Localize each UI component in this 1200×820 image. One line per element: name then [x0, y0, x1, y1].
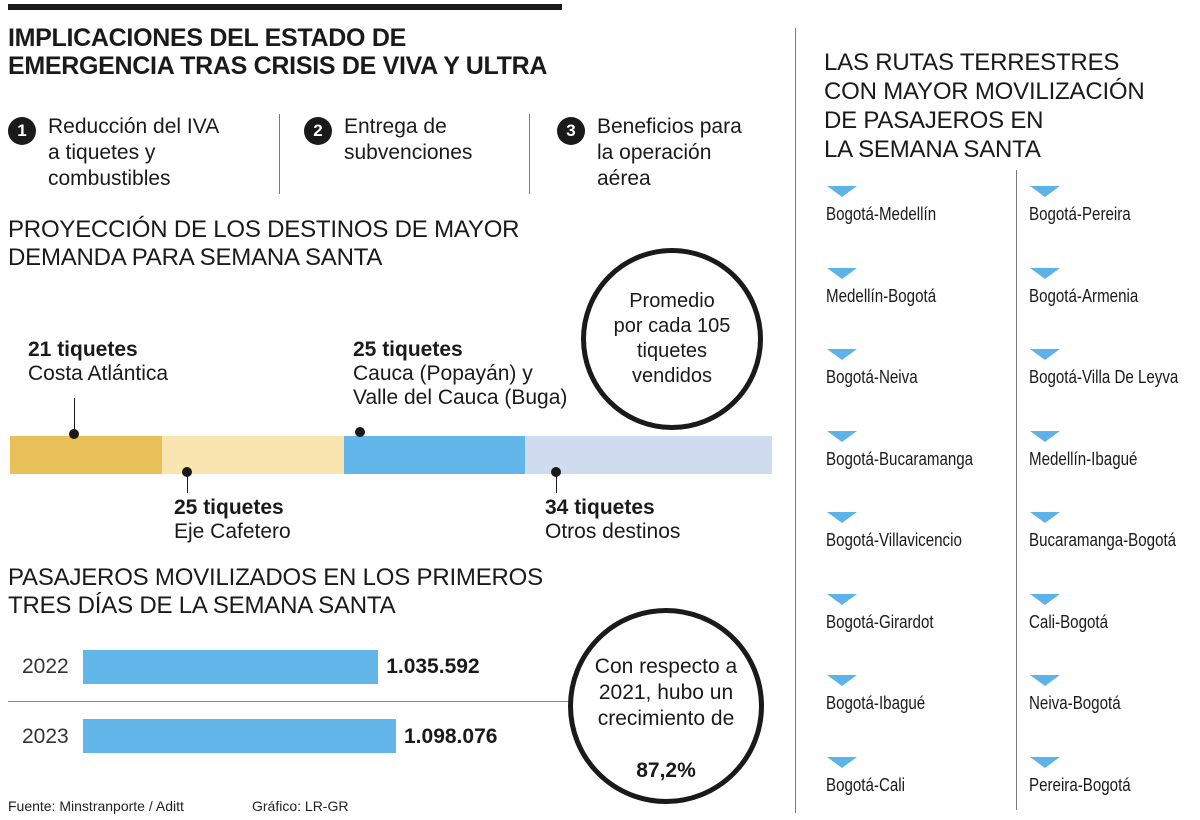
segment-name: Otros destinos: [545, 520, 681, 543]
column-divider: [795, 28, 796, 813]
route-marker-icon: [827, 186, 857, 197]
route-marker-icon: [827, 267, 857, 279]
route-item: Bogotá-Armenia: [1029, 285, 1139, 306]
bar-segment-4: [525, 436, 772, 474]
route-item: Bogotá-Bucaramanga: [826, 448, 974, 469]
value-2023: 1.098.076: [404, 725, 498, 748]
growth-note: Con respecto a 2021, hubo un crecimiento…: [595, 628, 737, 784]
value-2022: 1.035.592: [386, 655, 480, 678]
growth-value: 87,2%: [636, 759, 696, 782]
number-badge: 2: [304, 117, 332, 145]
segment-name: Costa Atlántica: [28, 362, 169, 385]
implication-text: Entrega de subvenciones: [344, 115, 473, 164]
route-item: Medellín-Ibagué: [1029, 448, 1138, 469]
route-item: Bogotá-Medellín: [826, 204, 937, 224]
implication-item-2: 2 Entrega de subvenciones: [304, 114, 524, 194]
growth-note-text: Con respecto a 2021, hubo un crecimiento…: [594, 655, 738, 730]
route-item: Bucaramanga-Bogotá: [1029, 530, 1177, 550]
segment-label-cauca: 25 tiquetes Cauca (Popayán) y Valle del …: [353, 338, 567, 410]
year-label-2023: 2023: [22, 725, 69, 748]
source-note: Fuente: Minstranporte / Aditt: [8, 798, 184, 814]
route-marker-icon: [1030, 186, 1060, 197]
route-item: Bogotá-Pereira: [1029, 204, 1131, 224]
route-item: Bogotá-Neiva: [826, 367, 918, 387]
bar-segment-3: [343, 436, 526, 474]
segment-value: 21 tiquetes: [28, 338, 138, 361]
credit-note: Gráfico: LR-GR: [252, 798, 349, 814]
segment-value: 25 tiquetes: [353, 338, 463, 361]
route-marker-icon: [827, 593, 857, 605]
route-marker-icon: [1030, 675, 1060, 686]
route-item: Pereira-Bogotá: [1029, 774, 1131, 795]
leader-dot: [551, 467, 561, 477]
implication-item-1: 1 Reducción del IVA a tiquetes y combust…: [8, 114, 268, 194]
destinations-title: PROYECCIÓN DE LOS DESTINOS DE MAYOR DEMA…: [8, 216, 520, 271]
route-item: Bogotá-Cali: [826, 774, 906, 795]
route-item: Bogotá-Girardot: [826, 611, 934, 632]
segment-label-costa: 21 tiquetes Costa Atlántica: [28, 338, 168, 386]
divider: [279, 114, 280, 194]
divider: [8, 701, 578, 702]
route-marker-icon: [827, 675, 857, 686]
average-note-circle: Promedio por cada 105 tiquetes vendidos: [581, 248, 763, 430]
segment-value: 34 tiquetes: [545, 496, 655, 519]
implication-item-3: 3 Beneficios para la operación aérea: [557, 114, 797, 194]
route-item: Medellín-Bogotá: [826, 285, 937, 306]
year-label-2022: 2022: [22, 655, 69, 678]
divider: [529, 114, 530, 194]
leader-line: [556, 473, 557, 493]
segment-label-eje: 25 tiquetes Eje Cafetero: [174, 496, 291, 544]
segment-name: Cauca (Popayán) y Valle del Cauca (Buga): [353, 362, 568, 409]
route-item: Bogotá-Villavicencio: [826, 530, 962, 550]
route-marker-icon: [827, 349, 857, 360]
route-marker-icon: [1030, 512, 1060, 523]
route-marker-icon: [1030, 267, 1060, 279]
bar-segment-2: [162, 436, 344, 474]
route-marker-icon: [1030, 349, 1060, 360]
route-item: Neiva-Bogotá: [1029, 693, 1121, 713]
leader-line: [74, 398, 75, 434]
route-marker-icon: [1030, 593, 1060, 605]
implication-text: Reducción del IVA a tiquetes y combustib…: [48, 115, 220, 190]
leader-dot: [182, 467, 192, 477]
main-title: IMPLICACIONES DEL ESTADO DE EMERGENCIA T…: [8, 24, 548, 80]
routes-divider: [1016, 170, 1017, 810]
segment-name: Eje Cafetero: [174, 520, 291, 543]
passengers-title: PASAJEROS MOVILIZADOS EN LOS PRIMEROS TR…: [8, 564, 543, 619]
route-marker-icon: [827, 756, 857, 768]
routes-title: LAS RUTAS TERRESTRES CON MAYOR MOVILIZAC…: [824, 49, 1145, 163]
bar-2023: [83, 719, 396, 753]
segment-value: 25 tiquetes: [174, 496, 284, 519]
segment-label-otros: 34 tiquetes Otros destinos: [545, 496, 680, 544]
route-item: Cali-Bogotá: [1029, 611, 1109, 632]
route-marker-icon: [827, 430, 857, 442]
route-item: Bogotá-Ibagué: [826, 693, 926, 713]
route-marker-icon: [1030, 756, 1060, 768]
number-badge: 3: [557, 117, 585, 145]
leader-dot: [69, 429, 79, 439]
implication-text: Beneficios para la operación aérea: [597, 115, 742, 190]
leader-dot: [355, 427, 365, 437]
route-marker-icon: [1030, 430, 1060, 442]
bar-2022: [83, 650, 379, 684]
growth-note-circle: Con respecto a 2021, hubo un crecimiento…: [568, 608, 764, 804]
header-rule: [8, 4, 562, 10]
bar-segment-1: [10, 436, 163, 474]
route-item: Bogotá-Villa De Leyva: [1029, 367, 1179, 387]
number-badge: 1: [8, 117, 36, 145]
route-marker-icon: [827, 512, 857, 523]
average-note: Promedio por cada 105 tiquetes vendidos: [613, 290, 731, 387]
leader-line: [187, 473, 188, 493]
